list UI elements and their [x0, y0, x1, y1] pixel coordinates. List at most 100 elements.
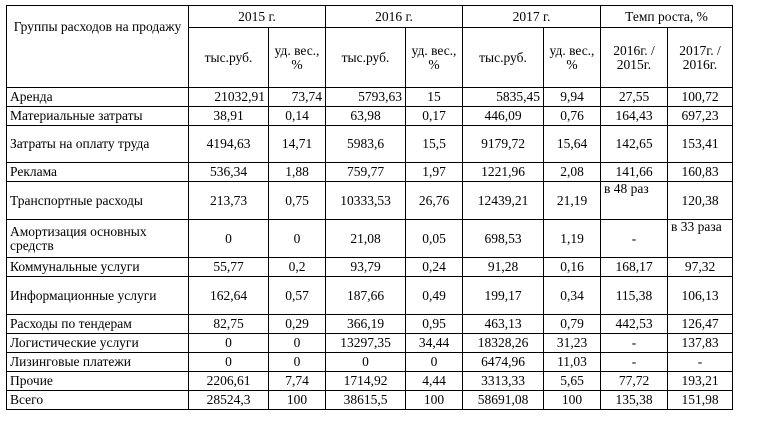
- header-unit-weight: уд. вес., %: [543, 27, 601, 88]
- header-row-units: тыс.руб. уд. вес., % тыс.руб. уд. вес., …: [7, 27, 733, 88]
- header-growth-2016-2015: 2016г. / 2015г.: [600, 27, 668, 88]
- cell: 106,13: [667, 276, 733, 315]
- cell: 0,24: [405, 257, 463, 277]
- table-row: Материальные затраты 38,91 0,14 63,98 0,…: [6, 106, 733, 126]
- header-unit-weight: уд. вес., %: [268, 27, 326, 88]
- cell: 442,53: [600, 314, 668, 334]
- cell: 15,5: [405, 125, 463, 163]
- cell: 3313,33: [462, 371, 544, 391]
- cell: -: [600, 352, 668, 372]
- cell: 162,64: [188, 276, 269, 315]
- cell: -: [667, 352, 733, 372]
- row-label: Реклама: [6, 162, 189, 182]
- cell: 10333,53: [325, 181, 406, 220]
- cell: 0,95: [405, 314, 463, 334]
- cell: 12439,21: [462, 181, 544, 220]
- cell: 199,17: [462, 276, 544, 315]
- cell: 15: [405, 87, 463, 107]
- row-label: Лизинговые платежи: [6, 352, 189, 372]
- cell: 0,17: [405, 106, 463, 126]
- cell: -: [600, 219, 668, 258]
- cell: 13297,35: [325, 333, 406, 353]
- cell: 31,23: [543, 333, 601, 353]
- cell: 463,13: [462, 314, 544, 334]
- cell: 2,08: [543, 162, 601, 182]
- row-label: Информационные услуги: [6, 276, 189, 315]
- table-row: Информационные услуги 162,64 0,57 187,66…: [6, 276, 733, 315]
- cell: 759,77: [325, 162, 406, 182]
- cell: 9,94: [543, 87, 601, 107]
- cell: 21,08: [325, 219, 406, 258]
- cell: 0: [405, 352, 463, 372]
- header-year-2016: 2016 г.: [325, 5, 463, 28]
- cell: 0,16: [543, 257, 601, 277]
- cell: 91,28: [462, 257, 544, 277]
- cell: 100: [543, 390, 601, 410]
- header-unit-weight: уд. вес., %: [405, 27, 463, 88]
- cell: 5983,6: [325, 125, 406, 163]
- table-row: Коммунальные услуги 55,77 0,2 93,79 0,24…: [6, 257, 733, 277]
- cell: 28524,3: [188, 390, 269, 410]
- cell: 38615,5: [325, 390, 406, 410]
- cell: 58691,08: [462, 390, 544, 410]
- cell: 15,64: [543, 125, 601, 163]
- cell: 77,72: [600, 371, 668, 391]
- cell: 151,98: [667, 390, 733, 410]
- cell: 164,43: [600, 106, 668, 126]
- cell: 0: [268, 352, 326, 372]
- cell: 0: [188, 352, 269, 372]
- header-year-2015: 2015 г.: [188, 5, 326, 28]
- cell: 7,74: [268, 371, 326, 391]
- cell: 141,66: [600, 162, 668, 182]
- row-label: Транспортные расходы: [6, 181, 189, 220]
- table-row: Транспортные расходы 213,73 0,75 10333,5…: [6, 181, 733, 220]
- row-label: Прочие: [6, 371, 189, 391]
- cell: 0,14: [268, 106, 326, 126]
- cell: 27,55: [600, 87, 668, 107]
- table-row: Аренда 21032,91 73,74 5793,63 15 5835,45…: [6, 87, 733, 107]
- row-label: Коммунальные услуги: [6, 257, 189, 277]
- cell: 1,97: [405, 162, 463, 182]
- table-row-total: Всего 28524,3 100 38615,5 100 58691,08 1…: [6, 390, 733, 410]
- header-unit-value: тыс.руб.: [325, 27, 406, 88]
- cell: 366,19: [325, 314, 406, 334]
- cell: в 33 раза: [667, 219, 733, 258]
- cell: 168,17: [600, 257, 668, 277]
- cell: 126,47: [667, 314, 733, 334]
- cell: 1,88: [268, 162, 326, 182]
- cell: 536,34: [188, 162, 269, 182]
- cell: 14,71: [268, 125, 326, 163]
- cell: 213,73: [188, 181, 269, 220]
- cell: 1221,96: [462, 162, 544, 182]
- cell: 38,91: [188, 106, 269, 126]
- header-category: Группы расходов на продажу: [6, 5, 189, 88]
- cell: в 48 раз: [600, 181, 668, 220]
- row-label: Аренда: [6, 87, 189, 107]
- cell: 697,23: [667, 106, 733, 126]
- cell: 5835,45: [462, 87, 544, 107]
- cell: 18328,26: [462, 333, 544, 353]
- cell: 100: [268, 390, 326, 410]
- cell: 0,34: [543, 276, 601, 315]
- table-row: Реклама 536,34 1,88 759,77 1,97 1221,96 …: [6, 162, 733, 182]
- cell: 0,49: [405, 276, 463, 315]
- cell: 187,66: [325, 276, 406, 315]
- cell: 21032,91: [188, 87, 269, 107]
- cell: 1,19: [543, 219, 601, 258]
- cell: 0,75: [268, 181, 326, 220]
- row-label: Амортизация основных средств: [6, 219, 189, 258]
- cell: 153,41: [667, 125, 733, 163]
- cell: 55,77: [188, 257, 269, 277]
- cell: 698,53: [462, 219, 544, 258]
- header-unit-value: тыс.руб.: [462, 27, 544, 88]
- cell: 0,57: [268, 276, 326, 315]
- cell: 6474,96: [462, 352, 544, 372]
- cell: 0,05: [405, 219, 463, 258]
- cell: 63,98: [325, 106, 406, 126]
- row-label: Материальные затраты: [6, 106, 189, 126]
- cell: 0: [268, 333, 326, 353]
- cell: 2206,61: [188, 371, 269, 391]
- cell: 4194,63: [188, 125, 269, 163]
- cell: 160,83: [667, 162, 733, 182]
- cell: -: [600, 333, 668, 353]
